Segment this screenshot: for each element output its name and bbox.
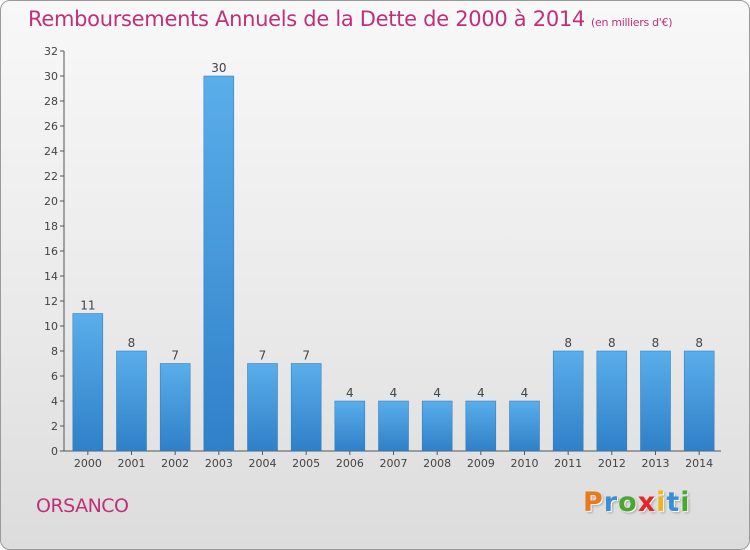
data-label: 7 [302, 349, 310, 363]
x-tick-label: 2009 [467, 457, 495, 470]
y-tick-label: 14 [44, 270, 58, 283]
data-label: 11 [80, 299, 95, 313]
x-tick-label: 2013 [642, 457, 670, 470]
bar [247, 363, 278, 452]
bar [683, 350, 715, 452]
data-label: 8 [695, 336, 703, 350]
y-tick-label: 24 [44, 145, 58, 158]
bar [596, 350, 628, 452]
y-tick-label: 0 [51, 445, 58, 458]
data-label: 8 [652, 336, 660, 350]
y-tick-label: 28 [44, 95, 58, 108]
bar [421, 400, 453, 452]
x-tick-label: 2012 [598, 457, 626, 470]
data-label: 7 [259, 349, 267, 363]
proxiti-logo: Proxiti [583, 487, 691, 518]
chart-title: Remboursements Annuels de la Dette de 20… [28, 7, 672, 31]
logo-letter: P [583, 487, 604, 518]
chart-title-text: Remboursements Annuels de la Dette de 20… [28, 7, 585, 31]
chart-unit-label: (en milliers d'€) [591, 16, 673, 29]
data-label: 30 [211, 61, 226, 75]
bar [378, 400, 409, 452]
x-tick-label: 2000 [74, 457, 102, 470]
y-tick-label: 16 [44, 245, 58, 258]
x-tick-label: 2001 [118, 457, 146, 470]
logo-letter: r [603, 487, 619, 518]
bar [334, 400, 366, 452]
logo-letter: i [680, 487, 691, 518]
y-tick-label: 20 [44, 195, 58, 208]
bar [290, 363, 322, 452]
data-label: 4 [521, 386, 529, 400]
x-tick-label: 2011 [554, 457, 582, 470]
y-tick-label: 8 [51, 345, 58, 358]
bar [116, 350, 147, 452]
bar [552, 350, 584, 452]
bar [465, 400, 497, 452]
data-label: 8 [608, 336, 616, 350]
y-tick-label: 2 [51, 420, 58, 433]
data-label: 4 [477, 386, 485, 400]
logo-letter: o [618, 487, 638, 518]
commune-name: ORSANCO [36, 495, 129, 517]
chart-bars [72, 75, 715, 452]
logo-letter: t [666, 487, 681, 518]
data-label: 4 [346, 386, 354, 400]
data-label: 8 [564, 336, 572, 350]
x-tick-label: 2006 [336, 457, 364, 470]
x-tick-label: 2005 [292, 457, 320, 470]
y-tick-label: 10 [44, 320, 58, 333]
y-tick-label: 12 [44, 295, 58, 308]
x-tick-label: 2004 [249, 457, 277, 470]
x-tick-label: 2010 [511, 457, 539, 470]
y-tick-label: 22 [44, 170, 58, 183]
data-label: 4 [390, 386, 398, 400]
bar [509, 400, 540, 452]
y-tick-label: 32 [44, 45, 58, 58]
y-tick-label: 26 [44, 120, 58, 133]
x-tick-label: 2014 [685, 457, 713, 470]
bar [640, 350, 671, 452]
data-label: 8 [128, 336, 136, 350]
logo-letter: x [637, 487, 657, 518]
data-label: 4 [433, 386, 441, 400]
data-label: 7 [171, 349, 179, 363]
y-tick-label: 6 [51, 370, 58, 383]
y-tick-label: 18 [44, 220, 58, 233]
x-tick-label: 2003 [205, 457, 233, 470]
bar [159, 363, 191, 452]
x-tick-label: 2002 [161, 457, 189, 470]
bar [72, 313, 104, 452]
chart-data-labels: 11 8 7 30 7 7 4 4 4 4 4 8 8 8 8 [80, 61, 703, 400]
logo-letter: i [656, 487, 667, 518]
bar [203, 75, 235, 452]
y-tick-label: 4 [51, 395, 58, 408]
x-tick-label: 2008 [423, 457, 451, 470]
y-tick-label: 30 [44, 70, 58, 83]
x-tick-label: 2007 [380, 457, 408, 470]
